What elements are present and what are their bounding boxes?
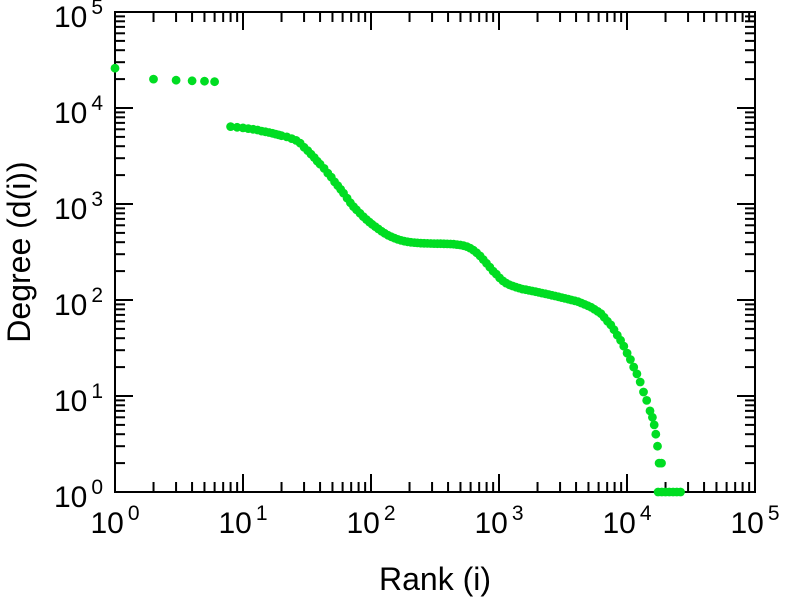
data-point [649,420,659,430]
x-tick-label: 10 1 [218,502,267,540]
y-tick-label: 10 0 [54,476,103,514]
data-point [626,355,635,364]
data-point [635,377,645,387]
y-tick-label: 10 5 [54,0,103,34]
data-point [629,362,639,372]
tick-labels: 10 0 10 1 10 2 10 3 10 4 10 5 10 0 10 1 10 2 10 3 10 4 10 5 [54,0,780,540]
data-point [149,74,158,84]
data-point [651,429,661,439]
x-axis-label: Rank (i) [379,561,491,597]
data-point [226,122,236,131]
y-tick-label: 10 2 [54,284,103,322]
y-tick-label: 10 4 [54,92,103,130]
data-point [210,77,220,87]
data-point [657,458,666,468]
data-point [642,396,652,405]
y-tick-label: 10 1 [54,380,103,418]
data-point [632,369,642,379]
data-point [187,76,197,86]
plot-frame [114,11,756,493]
data-points [110,63,685,497]
y-tick-label: 10 3 [54,188,103,226]
data-point [648,412,657,422]
data-point [676,487,685,497]
x-tick-label: 10 3 [474,502,523,540]
data-point [639,387,648,397]
y-axis-label: Degree (d(i)) [1,161,37,342]
data-point [619,341,629,351]
data-point [171,75,181,85]
x-tick-label: 10 2 [346,502,395,540]
data-point [110,63,120,73]
data-point [653,441,662,451]
x-tick-label: 10 4 [602,502,651,540]
data-point [200,76,209,86]
axis-ticks [114,11,756,493]
x-tick-label: 10 0 [90,502,139,540]
x-tick-label: 10 5 [730,502,779,540]
